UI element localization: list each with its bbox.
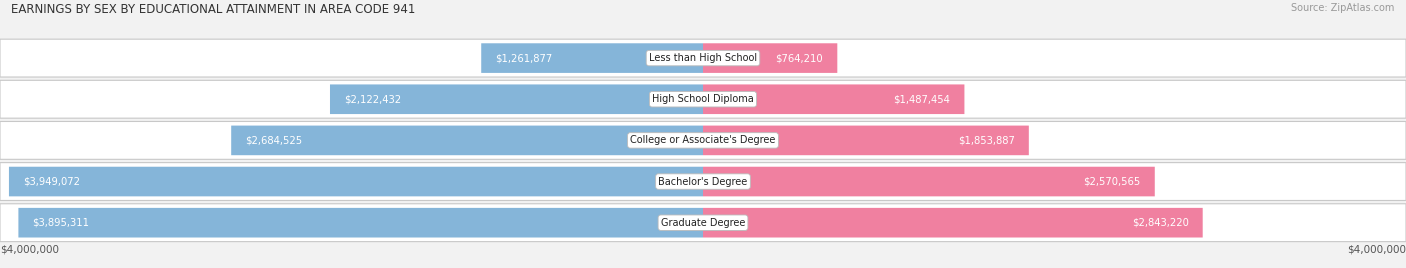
Text: $1,261,877: $1,261,877 [495, 53, 553, 63]
Text: $4,000,000: $4,000,000 [0, 244, 59, 254]
FancyBboxPatch shape [703, 84, 965, 114]
Text: College or Associate's Degree: College or Associate's Degree [630, 135, 776, 146]
FancyBboxPatch shape [0, 39, 1406, 77]
FancyBboxPatch shape [703, 43, 838, 73]
FancyBboxPatch shape [18, 208, 703, 237]
FancyBboxPatch shape [0, 121, 1406, 159]
FancyBboxPatch shape [0, 163, 1406, 200]
Text: $3,949,072: $3,949,072 [22, 177, 80, 187]
Text: $2,570,565: $2,570,565 [1084, 177, 1140, 187]
FancyBboxPatch shape [703, 208, 1202, 237]
Text: Graduate Degree: Graduate Degree [661, 218, 745, 228]
Text: $3,895,311: $3,895,311 [32, 218, 90, 228]
Text: $1,487,454: $1,487,454 [893, 94, 950, 104]
Text: $2,843,220: $2,843,220 [1132, 218, 1188, 228]
FancyBboxPatch shape [0, 80, 1406, 118]
FancyBboxPatch shape [330, 84, 703, 114]
Text: $1,853,887: $1,853,887 [957, 135, 1015, 146]
FancyBboxPatch shape [231, 126, 703, 155]
FancyBboxPatch shape [703, 126, 1029, 155]
FancyBboxPatch shape [0, 204, 1406, 242]
FancyBboxPatch shape [8, 167, 703, 196]
Text: $2,684,525: $2,684,525 [245, 135, 302, 146]
Text: Source: ZipAtlas.com: Source: ZipAtlas.com [1291, 3, 1395, 13]
Text: $2,122,432: $2,122,432 [344, 94, 401, 104]
Text: EARNINGS BY SEX BY EDUCATIONAL ATTAINMENT IN AREA CODE 941: EARNINGS BY SEX BY EDUCATIONAL ATTAINMEN… [11, 3, 416, 16]
Text: Bachelor's Degree: Bachelor's Degree [658, 177, 748, 187]
FancyBboxPatch shape [481, 43, 703, 73]
Text: $764,210: $764,210 [776, 53, 824, 63]
FancyBboxPatch shape [703, 167, 1154, 196]
Text: High School Diploma: High School Diploma [652, 94, 754, 104]
Text: $4,000,000: $4,000,000 [1347, 244, 1406, 254]
Text: Less than High School: Less than High School [650, 53, 756, 63]
